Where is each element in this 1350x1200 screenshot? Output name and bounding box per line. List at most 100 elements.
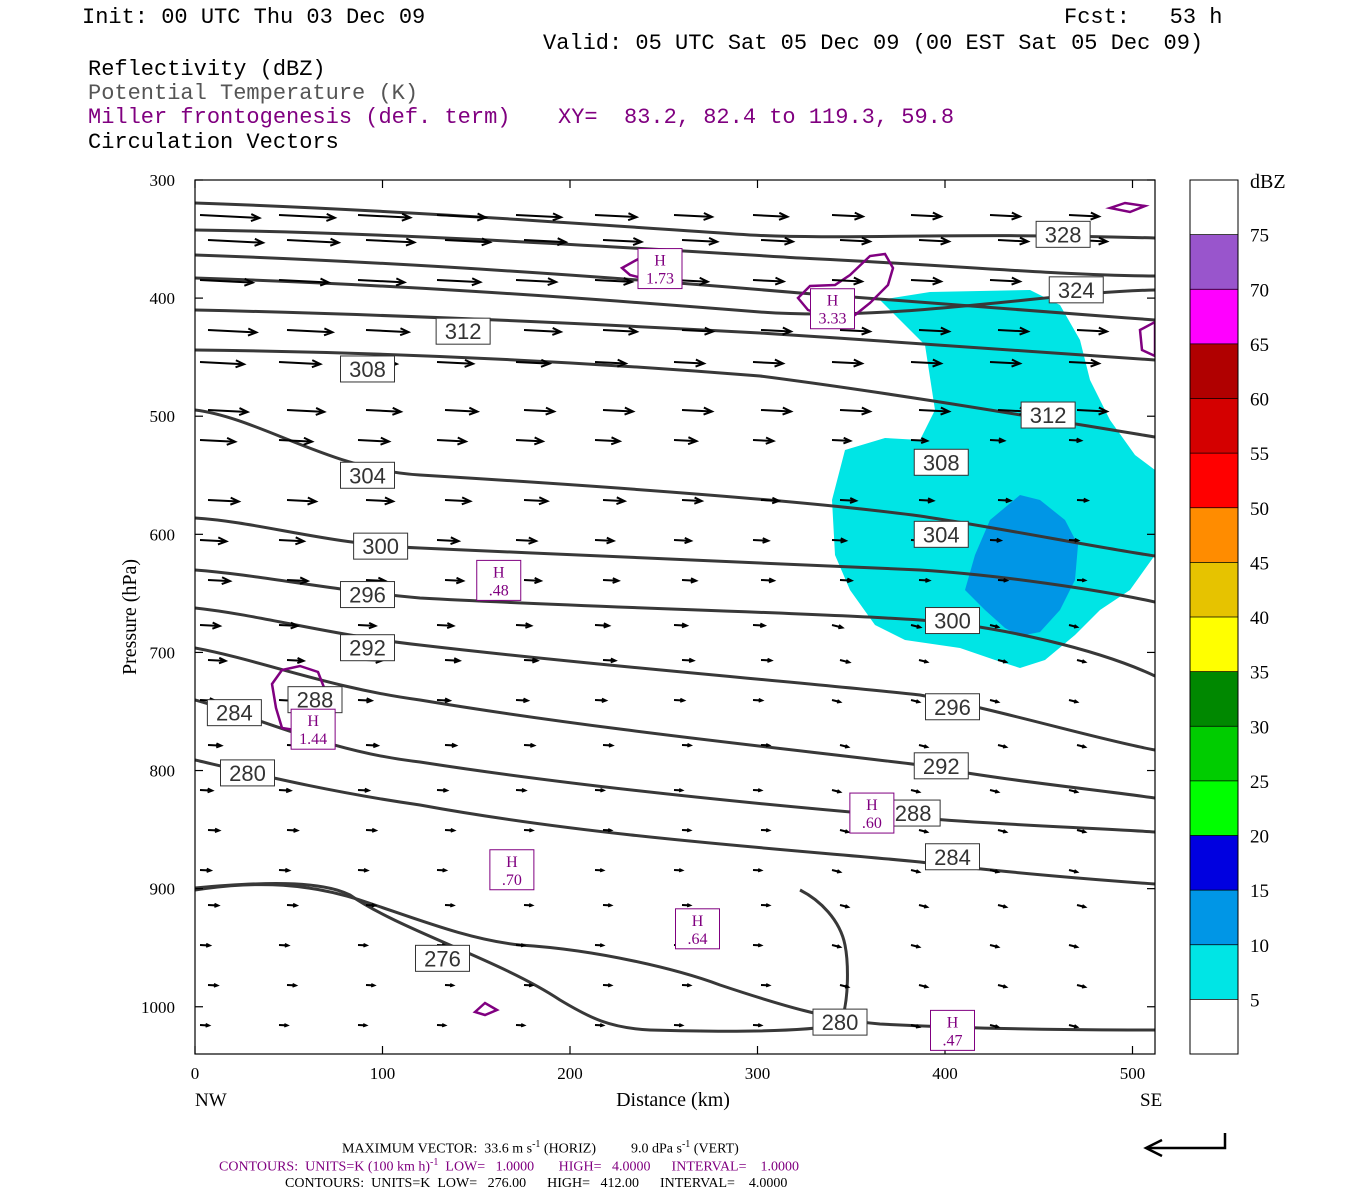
- circulation-vector: [839, 326, 873, 336]
- circulation-vector: [989, 358, 1023, 368]
- circulation-vector: [365, 496, 396, 506]
- colorbar-segment: [1190, 180, 1238, 235]
- svg-text:.70: .70: [502, 872, 522, 889]
- circulation-vector: [199, 621, 223, 630]
- cross-section-coords: XY= 83.2, 82.4 to 119.3, 59.8: [558, 105, 955, 130]
- circulation-vector: [199, 867, 214, 873]
- x-axis-title: Distance (km): [616, 1089, 730, 1111]
- circulation-vector: [515, 212, 564, 222]
- circulation-vector: [365, 327, 412, 337]
- circulation-vector: [831, 869, 843, 874]
- circulation-vector: [752, 1023, 764, 1028]
- circulation-vector: [436, 536, 462, 545]
- colorbar-label: 70: [1250, 280, 1269, 301]
- svg-text:300: 300: [934, 609, 971, 634]
- colorbar-segment: [1190, 944, 1238, 1000]
- circulation-vector: [839, 984, 851, 989]
- colorbar-title: dBZ: [1250, 171, 1286, 193]
- circulation-vector: [989, 537, 1004, 543]
- circulation-vector: [831, 436, 853, 445]
- circulation-vector: [673, 537, 694, 545]
- colorbar-segment: [1190, 507, 1238, 563]
- circulation-vector: [752, 276, 787, 286]
- y-tick-label: 500: [150, 407, 176, 426]
- y-tick-label: 600: [150, 525, 176, 544]
- circulation-vector: [831, 211, 866, 221]
- circulation-vector: [1076, 829, 1088, 834]
- circulation-vector: [523, 657, 540, 664]
- theta-label: 300: [925, 607, 980, 635]
- circulation-vector: [207, 576, 233, 586]
- colorbar-segment: [1190, 398, 1238, 454]
- circulation-vector: [839, 577, 855, 584]
- circulation-vector: [910, 944, 922, 949]
- circulation-vector: [752, 788, 764, 793]
- circulation-vector: [910, 358, 944, 368]
- svg-text:H: H: [307, 713, 319, 730]
- circulation-vector: [997, 578, 1010, 583]
- frontogenesis-max-label: H.64: [675, 908, 720, 950]
- frontogenesis-max-label: H3.33: [810, 288, 855, 330]
- circulation-vector: [199, 213, 262, 222]
- circulation-vector: [523, 237, 569, 247]
- circulation-vector: [918, 984, 930, 989]
- circulation-vector: [918, 829, 930, 834]
- theta-label: 288: [287, 686, 343, 714]
- circulation-vector: [918, 744, 930, 749]
- circulation-vector: [910, 276, 944, 286]
- circulation-vector: [760, 406, 794, 416]
- colorbar-segment: [1190, 671, 1238, 727]
- circulation-vector: [199, 1023, 212, 1028]
- circulation-vector: [515, 697, 531, 704]
- circulation-vector: [207, 982, 220, 988]
- circulation-vector: [594, 622, 612, 629]
- theta-label: 296: [925, 693, 980, 721]
- circulation-vector: [515, 787, 528, 793]
- circulation-vector: [523, 983, 535, 988]
- y-tick-label: 1000: [141, 998, 175, 1017]
- circulation-vector: [989, 437, 1007, 444]
- y-tick-label: 700: [150, 643, 176, 662]
- colorbar-segment: [1190, 343, 1238, 399]
- circulation-vector: [286, 827, 300, 833]
- circulation-vector: [515, 436, 546, 446]
- circulation-vector: [515, 536, 539, 545]
- circulation-vector: [681, 406, 715, 416]
- circulation-vector: [910, 211, 944, 221]
- circulation-vector: [1076, 744, 1088, 749]
- circulation-vector: [286, 407, 327, 416]
- circulation-vector: [1068, 437, 1084, 444]
- frontogenesis-max-label: H.48: [476, 559, 522, 601]
- svg-text:308: 308: [923, 450, 960, 475]
- x-tick-label: 400: [932, 1064, 958, 1083]
- circulation-vector: [436, 1023, 448, 1028]
- circulation-vector: [436, 212, 489, 222]
- circulation-vector: [207, 656, 229, 665]
- circulation-vector: [681, 236, 720, 246]
- circulation-vector: [760, 496, 782, 505]
- colorbar-segment: [1190, 835, 1238, 891]
- circulation-vector: [989, 944, 1001, 949]
- theta-label: 280: [220, 759, 275, 787]
- svg-text:H: H: [654, 253, 666, 270]
- circulation-vector: [365, 237, 417, 247]
- circulation-vector: [681, 496, 705, 505]
- circulation-vector: [365, 902, 378, 908]
- circulation-vector: [760, 657, 774, 663]
- reference-vector-icon: [1143, 1133, 1227, 1158]
- circulation-vector: [997, 904, 1009, 909]
- colorbar-segment: [1190, 780, 1238, 836]
- circulation-vector: [444, 406, 481, 416]
- circulation-vector: [1068, 869, 1080, 874]
- theta-label: 292: [340, 634, 395, 662]
- colorbar-label: 15: [1250, 881, 1269, 902]
- colorbar-label: 10: [1250, 936, 1269, 957]
- circulation-vector: [918, 406, 952, 416]
- circulation-vector: [839, 829, 851, 834]
- circulation-vector: [357, 943, 370, 948]
- circulation-vector: [673, 697, 687, 703]
- axis-ticks: 0 100 200 300 400 500 300 400 500 600 700 800 900 100…: [141, 171, 1155, 1083]
- circulation-vector: [831, 537, 849, 544]
